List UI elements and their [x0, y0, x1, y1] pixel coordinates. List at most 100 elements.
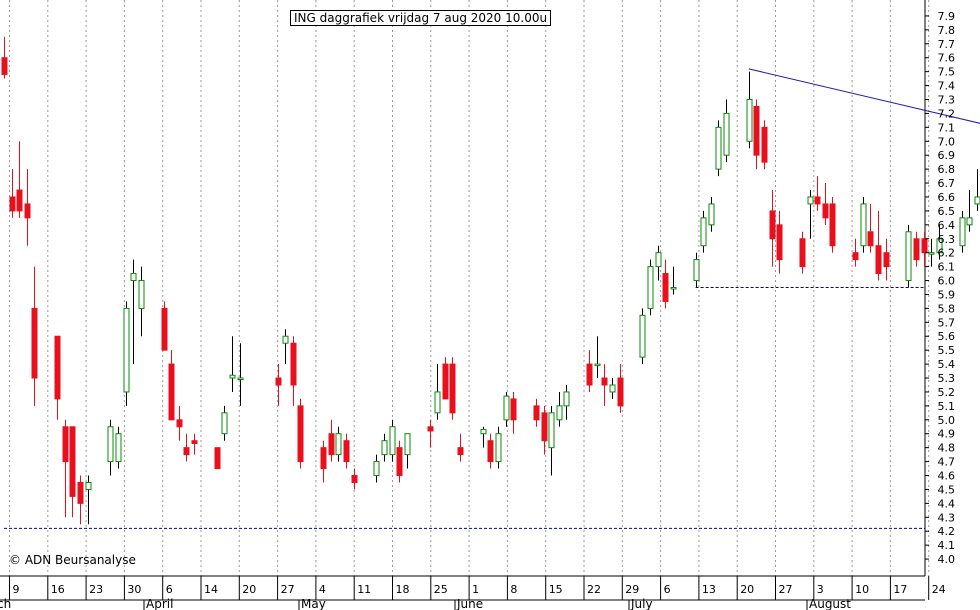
candle-body	[85, 481, 92, 490]
x-tick-label: 9	[13, 583, 20, 596]
candle	[54, 335, 61, 420]
y-tick-label: 6.9	[938, 149, 956, 162]
candle	[662, 259, 669, 309]
candle-body	[442, 363, 449, 400]
candle	[85, 475, 92, 525]
y-tick-label: 4.9	[938, 428, 956, 441]
candle	[290, 336, 297, 406]
candle	[769, 190, 776, 267]
candle-body	[237, 377, 244, 381]
candle	[586, 350, 593, 392]
candle	[343, 433, 350, 469]
candle-body	[434, 391, 441, 414]
candle	[328, 419, 335, 462]
candle	[130, 259, 137, 365]
candle-body	[107, 426, 114, 463]
candle-body	[563, 391, 570, 407]
x-tick-label: 29	[625, 583, 639, 596]
candle-body	[487, 440, 494, 463]
candle	[434, 364, 441, 420]
candle-body	[693, 259, 700, 282]
y-tick-labels: 4.04.14.24.34.44.54.64.74.84.95.05.15.25…	[925, 10, 955, 566]
candle-body	[123, 307, 130, 393]
candle-body	[161, 307, 168, 351]
candle-body	[1, 57, 8, 75]
candle-body	[921, 238, 928, 254]
candle-body	[746, 98, 753, 142]
candle	[176, 405, 183, 441]
candle-body	[214, 447, 221, 470]
candle	[533, 398, 540, 427]
candle-body	[905, 231, 912, 282]
x-tick-label: 27	[779, 583, 793, 596]
candle-body	[449, 363, 456, 414]
candles	[1, 36, 980, 525]
candle-body	[389, 426, 396, 456]
candle-body	[69, 426, 76, 497]
candle	[556, 391, 563, 427]
candle	[921, 231, 928, 267]
candle-body	[335, 433, 342, 456]
axes	[0, 0, 926, 601]
candle-body	[16, 189, 23, 212]
candle	[693, 252, 700, 288]
candle-body	[351, 475, 358, 483]
candle-body	[31, 307, 38, 379]
grid-lines	[9, 0, 930, 600]
x-tick-label: 4	[319, 583, 326, 596]
candle	[335, 426, 342, 462]
candle	[601, 364, 608, 406]
candle	[351, 468, 358, 490]
candle	[867, 203, 874, 253]
x-tick-label: 13	[702, 583, 716, 596]
y-tick-label: 7.1	[938, 121, 956, 134]
candle	[639, 308, 646, 365]
candle	[503, 391, 510, 427]
candle	[183, 433, 190, 462]
month-label: April	[146, 597, 173, 610]
candle	[161, 301, 168, 351]
candle	[753, 99, 760, 170]
candle-body	[867, 231, 874, 247]
candle	[115, 426, 122, 469]
x-tick-label: 6	[166, 583, 173, 596]
candle	[229, 336, 236, 392]
y-tick-label: 7.9	[938, 10, 956, 23]
candle	[442, 357, 449, 400]
candle	[373, 454, 380, 483]
y-tick-label: 6.6	[938, 191, 956, 204]
candle-body	[480, 429, 487, 435]
candle-body	[176, 419, 183, 428]
x-tick-label: 23	[89, 583, 103, 596]
candle	[860, 196, 867, 253]
candle	[457, 433, 464, 462]
candle-body	[708, 203, 715, 226]
candle-body	[24, 203, 31, 219]
candle-body	[138, 280, 145, 309]
month-label: May	[301, 597, 326, 610]
candle-body	[229, 374, 236, 379]
candle	[62, 419, 69, 518]
candle-body	[533, 405, 540, 421]
candle-body	[753, 105, 760, 156]
y-tick-label: 7.5	[938, 66, 956, 79]
candle	[905, 224, 912, 288]
candle-body	[221, 412, 228, 435]
month-label: July	[630, 597, 653, 610]
x-tick-label: 10	[855, 583, 869, 596]
candle	[221, 405, 228, 441]
candle-body	[556, 405, 563, 421]
candle	[563, 384, 570, 420]
trendline	[748, 68, 980, 124]
y-tick-label: 7.0	[938, 135, 956, 148]
month-labels: ch April May June July August	[0, 597, 851, 610]
y-tick-label: 5.3	[938, 372, 956, 385]
candle	[123, 301, 130, 406]
candle	[31, 266, 38, 406]
x-tick-label: 17	[893, 583, 907, 596]
x-tick-label: 24	[932, 583, 946, 596]
candle-body	[700, 217, 707, 247]
candle-body	[822, 203, 829, 219]
candle	[16, 141, 23, 218]
candle-body	[639, 314, 646, 358]
